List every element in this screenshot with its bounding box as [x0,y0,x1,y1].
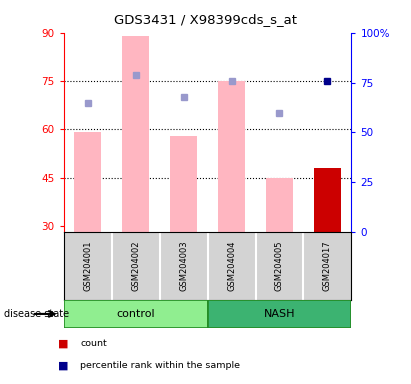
Text: ■: ■ [58,361,68,371]
Text: percentile rank within the sample: percentile rank within the sample [80,361,240,371]
Text: GSM204002: GSM204002 [131,241,140,291]
Bar [218,81,245,232]
Text: disease state: disease state [4,309,69,319]
Bar [122,36,149,232]
Text: GDS3431 / X98399cds_s_at: GDS3431 / X98399cds_s_at [114,13,297,26]
Text: ■: ■ [58,339,68,349]
Text: GSM204017: GSM204017 [323,241,332,291]
Text: GSM204003: GSM204003 [179,241,188,291]
Text: NASH: NASH [264,309,295,319]
Bar [64,300,208,328]
Bar [266,177,293,232]
Text: ■: ■ [58,383,68,384]
Text: count: count [80,339,107,348]
Text: GSM204004: GSM204004 [227,241,236,291]
Text: GSM204001: GSM204001 [83,241,92,291]
Bar [314,168,341,232]
Bar [208,300,351,328]
Text: control: control [116,309,155,319]
Text: GSM204005: GSM204005 [275,241,284,291]
Bar [171,136,197,232]
Bar [74,132,101,232]
